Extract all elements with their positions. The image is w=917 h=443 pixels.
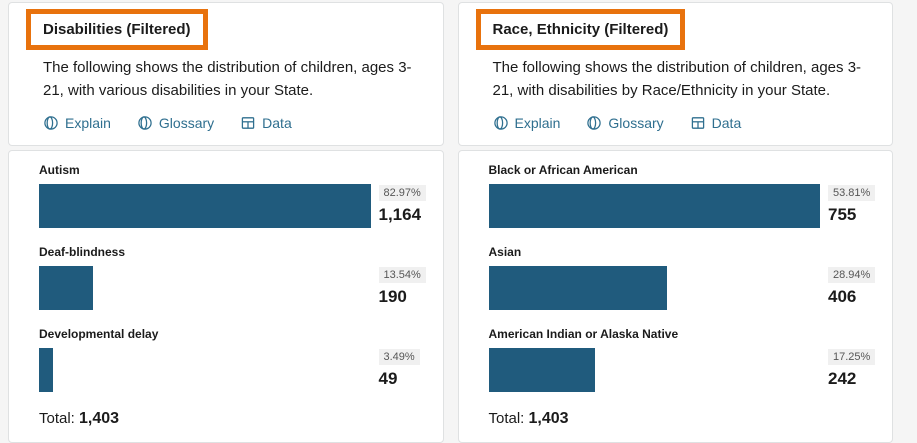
bar-percent-badge: 53.81% — [828, 185, 876, 201]
panel-race-ethnicity: Race, Ethnicity (Filtered) The following… — [457, 2, 893, 443]
disabilities-chart-card: Autism 82.97% 1,164 Deaf-blindness 13.54% 190… — [8, 150, 444, 443]
action-links: Explain Glossary Data — [493, 115, 877, 131]
total-label: Total: — [39, 410, 75, 427]
bar-row: Asian 28.94% 406 — [488, 245, 885, 310]
bar-percent-badge: 82.97% — [378, 185, 426, 201]
explain-label: Explain — [65, 115, 111, 131]
bar-value: 49 — [378, 369, 398, 388]
total-row: Total: 1,403 — [39, 410, 435, 428]
glossary-icon — [586, 115, 602, 131]
glossary-icon — [137, 115, 153, 131]
bar-label: American Indian or Alaska Native — [488, 327, 679, 341]
bar-values: 3.49% 49 — [371, 349, 435, 389]
glossary-link[interactable]: Glossary — [586, 115, 664, 131]
race-header-card: Race, Ethnicity (Filtered) The following… — [457, 2, 893, 146]
bar-label: Autism — [39, 163, 80, 177]
bar-percent-badge: 17.25% — [828, 349, 876, 365]
title-highlight-box: Race, Ethnicity (Filtered) — [475, 9, 686, 50]
data-link[interactable]: Data — [240, 115, 292, 131]
bar-row: Black or African American 53.81% 755 — [488, 163, 885, 228]
panel-description: The following shows the distribution of … — [43, 59, 412, 99]
bar-line: 17.25% 242 — [488, 348, 885, 392]
explain-link[interactable]: Explain — [43, 115, 111, 131]
explain-link[interactable]: Explain — [493, 115, 561, 131]
bar-row: Deaf-blindness 13.54% 190 — [39, 245, 435, 310]
bar[interactable] — [488, 348, 595, 392]
bar-values: 13.54% 190 — [371, 267, 435, 307]
bar-track — [488, 266, 821, 310]
bar-track — [39, 184, 371, 228]
bar-percent-badge: 13.54% — [378, 267, 426, 283]
data-label: Data — [262, 115, 292, 131]
bar-value: 755 — [828, 205, 857, 224]
bar-row: Autism 82.97% 1,164 — [39, 163, 435, 228]
glossary-link[interactable]: Glossary — [137, 115, 214, 131]
total-value: 1,403 — [79, 410, 120, 427]
bar-line: 3.49% 49 — [39, 348, 435, 392]
bar-row: Developmental delay 3.49% 49 — [39, 327, 435, 392]
bar-track — [488, 348, 821, 392]
dashboard: Disabilities (Filtered) The following sh… — [8, 2, 893, 443]
bar-line: 28.94% 406 — [488, 266, 885, 310]
data-table-icon — [690, 115, 706, 131]
bar-values: 53.81% 755 — [820, 185, 884, 225]
bar-percent-badge: 3.49% — [378, 349, 420, 365]
disabilities-header-card: Disabilities (Filtered) The following sh… — [8, 2, 444, 146]
total-row: Total: 1,403 — [489, 410, 885, 428]
bar-label: Developmental delay — [39, 327, 159, 341]
bar-chart: Autism 82.97% 1,164 Deaf-blindness 13.54% 190… — [39, 163, 435, 392]
title-highlight-box: Disabilities (Filtered) — [26, 9, 208, 50]
bar-line: 82.97% 1,164 — [39, 184, 435, 228]
bar-values: 82.97% 1,164 — [371, 185, 435, 225]
bar[interactable] — [488, 184, 820, 228]
bar-track — [39, 266, 371, 310]
action-links: Explain Glossary Data — [43, 115, 427, 131]
bar-percent-badge: 28.94% — [828, 267, 876, 283]
panel-description: The following shows the distribution of … — [492, 59, 862, 99]
bar[interactable] — [39, 184, 371, 228]
explain-label: Explain — [514, 115, 561, 131]
glossary-label: Glossary — [158, 115, 215, 131]
bar-label: Black or African American — [488, 163, 638, 177]
bar-row: American Indian or Alaska Native 17.25% 24… — [488, 327, 885, 392]
panel-title: Disabilities (Filtered) — [43, 21, 191, 38]
panel-disabilities: Disabilities (Filtered) The following sh… — [8, 2, 444, 443]
bar-values: 17.25% 242 — [820, 349, 884, 389]
glossary-label: Glossary — [608, 115, 664, 131]
bar-values: 28.94% 406 — [820, 267, 884, 307]
data-link[interactable]: Data — [690, 115, 742, 131]
bar-label: Deaf-blindness — [39, 245, 126, 259]
panel-title: Race, Ethnicity (Filtered) — [492, 21, 669, 38]
bar-track — [488, 184, 820, 228]
bar-value: 406 — [828, 287, 857, 306]
bar-value: 242 — [828, 369, 857, 388]
total-label: Total: — [488, 410, 525, 427]
bar-line: 53.81% 755 — [488, 184, 885, 228]
explain-icon — [493, 115, 509, 131]
explain-icon — [43, 115, 59, 131]
bar-chart: Black or African American 53.81% 755 Asian 2… — [488, 163, 885, 392]
bar[interactable] — [39, 348, 53, 392]
bar-track — [39, 348, 371, 392]
bar-label: Asian — [488, 245, 522, 259]
bar-value: 190 — [378, 287, 407, 306]
bar-line: 13.54% 190 — [39, 266, 435, 310]
data-label: Data — [711, 115, 742, 131]
bar[interactable] — [39, 266, 94, 310]
data-table-icon — [240, 115, 256, 131]
race-chart-card: Black or African American 53.81% 755 Asian 2… — [457, 150, 893, 443]
total-value: 1,403 — [528, 410, 569, 427]
bar[interactable] — [488, 266, 667, 310]
bar-value: 1,164 — [378, 205, 422, 224]
